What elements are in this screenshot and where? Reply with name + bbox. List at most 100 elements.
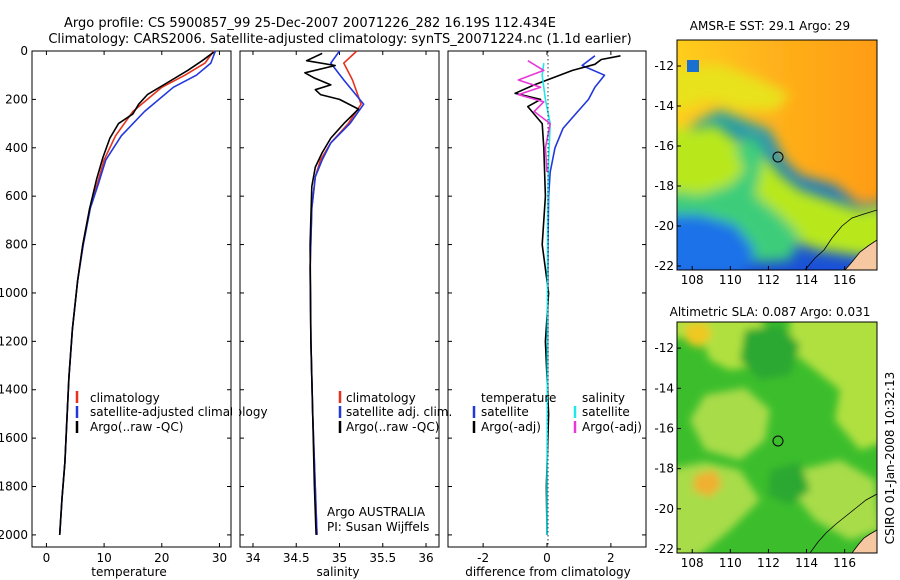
temperature-legend-satellite: satellite-adjusted climatology xyxy=(90,405,268,419)
salinity-xtick-label: 35 xyxy=(332,551,347,565)
sst-cool-pixel xyxy=(687,60,699,72)
sla-map-title: Altimetric SLA: 0.087 Argo: 0.031 xyxy=(670,305,871,319)
difference-xtick-label: -2 xyxy=(477,551,489,565)
salinity-xlabel: salinity xyxy=(316,565,359,579)
salinity-panel-frame xyxy=(239,50,440,548)
salinity-legend-argo: Argo(..raw -QC) xyxy=(346,420,439,434)
difference-chart: -2 0 2 xyxy=(448,50,646,565)
depth-tick-label: 0 xyxy=(20,44,28,58)
sla-yellowgreen-center xyxy=(690,388,770,460)
temperature-series-argo-raw-qc- xyxy=(58,51,215,535)
temperature-legend-argo: Argo(..raw -QC) xyxy=(90,420,183,434)
temperature-series-satellite-adjusted-climatology xyxy=(58,50,217,535)
sst_map-lat-label: -16 xyxy=(654,139,674,153)
difference-legend-temp-argo: Argo(-adj) xyxy=(481,420,541,434)
sst_map-lat-label: -20 xyxy=(654,219,674,233)
difference-xtick-label: 0 xyxy=(543,551,551,565)
argo-credit-line1: Argo AUSTRALIA xyxy=(327,505,426,519)
difference-legend: temperature salinity satellite Argo(-adj… xyxy=(472,391,642,434)
salinity-xtick-label: 35.5 xyxy=(369,551,396,565)
sla-axis-ticks: 108 110 112 114 116 -12 -14 -16 -18 -20 -22 xyxy=(654,341,856,570)
side-stamp: CSIRO 01-Jan-2008 10:32:13 xyxy=(883,372,897,544)
salinity-legend: climatology satellite adj. clim. Argo(..… xyxy=(338,391,452,434)
depth-tick-label: 400 xyxy=(5,141,28,155)
temperature-series-climatology xyxy=(58,50,215,535)
sla_map-lat-label: -20 xyxy=(654,502,674,516)
sla-land xyxy=(851,529,877,553)
temperature-legend: climatology satellite-adjusted climatolo… xyxy=(75,391,268,434)
sla-yellowgreen-southeast xyxy=(795,460,877,540)
sla_map-lat-label: -18 xyxy=(654,462,674,476)
sst_map-lat-label: -22 xyxy=(654,259,674,273)
salinity-legend-climatology: climatology xyxy=(346,391,416,405)
sst-field-blend xyxy=(677,40,877,270)
depth-tick-label: 1600 xyxy=(0,431,28,445)
temperature-xtick-label: 0 xyxy=(43,551,51,565)
salinity-xtick-label: 34.5 xyxy=(283,551,310,565)
difference-legend-salinity-header: salinity xyxy=(582,391,625,405)
sla_map-lon-label: 110 xyxy=(719,556,742,570)
sst-heatmap xyxy=(677,40,877,270)
salinity-legend-satellite: satellite adj. clim. xyxy=(346,405,452,419)
difference-xtick-label: 2 xyxy=(607,551,615,565)
temperature-legend-overflow-mask xyxy=(232,395,239,435)
sla-coast-line xyxy=(809,493,877,553)
temperature-chart: 0 10 20 30 0 200 400 600 800 1000 1200 1400 1600 1800… xyxy=(0,44,231,565)
figure-title-line1: Argo profile: CS 5900857_99 25-Dec-2007 … xyxy=(64,16,556,31)
sla_map-lat-label: -14 xyxy=(654,381,674,395)
sla_map-lon-label: 114 xyxy=(795,556,818,570)
depth-tick-label: 1800 xyxy=(0,480,28,494)
sst_map-lon-label: 108 xyxy=(681,273,704,287)
sst_map-lat-label: -14 xyxy=(654,99,674,113)
difference-legend-sal-argo: Argo(-adj) xyxy=(582,420,642,434)
difference-xlabel: difference from climatology xyxy=(465,565,631,579)
depth-tick-label: 800 xyxy=(5,238,28,252)
difference-legend-temp-satellite: satellite xyxy=(481,405,529,419)
sla-field-blend xyxy=(677,322,877,553)
sst-coast-line xyxy=(804,209,877,270)
sla_map-lon-label: 116 xyxy=(833,556,856,570)
salinity-xtick-label: 36 xyxy=(418,551,433,565)
sst-argo-marker xyxy=(772,151,784,163)
difference-legend-sal-satellite: satellite xyxy=(582,405,630,419)
sla-orange-spot-1 xyxy=(685,322,712,348)
sla-yellowgreen-east xyxy=(790,322,877,450)
depth-tick-label: 1200 xyxy=(0,334,28,348)
sst_map-lon-label: 110 xyxy=(719,273,742,287)
depth-tick-label: 1000 xyxy=(0,286,28,300)
sla_map-lat-label: -16 xyxy=(654,421,674,435)
sla_map-lat-label: -22 xyxy=(654,542,674,556)
temperature-xtick-label: 30 xyxy=(212,551,227,565)
depth-tick-label: 2000 xyxy=(0,528,28,542)
depth-tick-label: 600 xyxy=(5,189,28,203)
sla-heatmap xyxy=(677,322,877,553)
sla-argo-marker xyxy=(772,435,784,447)
sst-cold-patch xyxy=(677,215,755,270)
sst_map-lon-label: 116 xyxy=(833,273,856,287)
sst_map-lat-label: -18 xyxy=(654,179,674,193)
sla-deep-green-2 xyxy=(768,462,810,505)
depth-tick-label: 1400 xyxy=(0,383,28,397)
sla_map-lon-label: 108 xyxy=(681,556,704,570)
sla_map-lat-label: -12 xyxy=(654,341,674,355)
argo-credit-line2: PI: Susan Wijffels xyxy=(327,520,429,534)
temperature-xtick-label: 10 xyxy=(96,551,111,565)
sla_map-lon-label: 112 xyxy=(757,556,780,570)
salinity-series-argo-raw-qc- xyxy=(304,52,360,535)
depth-tick-label: 200 xyxy=(5,92,28,106)
sst-land xyxy=(844,239,877,270)
salinity-chart: 34 34.5 35 35.5 36 xyxy=(240,50,439,565)
sst-map-title: AMSR-E SST: 29.1 Argo: 29 xyxy=(690,19,850,33)
sst_map-lon-label: 112 xyxy=(757,273,780,287)
sst-yellow-band xyxy=(677,65,790,110)
difference-series-temperature-satellite xyxy=(546,55,606,535)
sla-deep-green-1 xyxy=(740,325,800,380)
temperature-panel-frame xyxy=(31,50,232,548)
figure-title-line2: Climatology: CARS2006. Satellite-adjuste… xyxy=(48,32,631,47)
sla-orange-spot-2 xyxy=(693,470,722,497)
difference-series-salinity-argo-adj- xyxy=(517,60,552,173)
salinity-xtick-label: 34 xyxy=(245,551,260,565)
sla-map-frame xyxy=(676,321,878,554)
sst-map-frame xyxy=(676,39,878,271)
